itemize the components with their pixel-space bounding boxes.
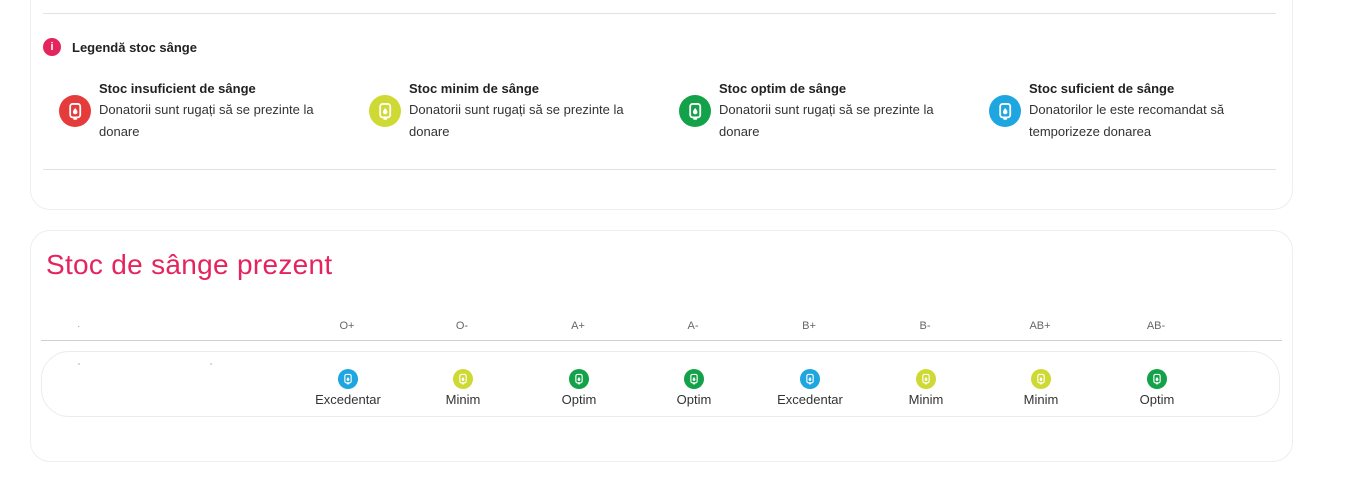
- page-title: Stoc de sânge prezent: [46, 249, 333, 280]
- stock-cell-ab-positive: Minim: [991, 369, 1091, 407]
- status-label: Minim: [445, 392, 481, 407]
- legend-item-description: Donatorii sunt rugați să se prezinte la …: [719, 102, 934, 139]
- divider: [43, 169, 1276, 170]
- table-header-row: · O+ O- A+ A- B+ B- AB+ AB-: [41, 317, 1282, 341]
- status-label: Minim: [1023, 392, 1059, 407]
- column-header-o-positive: O+: [339, 320, 355, 332]
- legend-item-optimal: Stoc optim de sânge Donatorii sunt rugaț…: [679, 80, 989, 143]
- legend-title: Legendă stoc sânge: [72, 39, 197, 55]
- legend-item-sufficient: Stoc suficient de sânge Donatorilor le e…: [989, 80, 1299, 143]
- current-blood-stock-card: Stoc de sânge prezent · O+ O- A+ A- B+ B…: [30, 230, 1293, 462]
- blood-bag-icon: [916, 369, 936, 389]
- stock-cell-b-negative: Minim: [876, 369, 976, 407]
- empty-header-cell: ·: [77, 321, 81, 332]
- legend-item-title: Stoc minim de sânge: [409, 81, 540, 96]
- table-row: Excedentar Minim Optim Optim Excedentar …: [41, 351, 1280, 417]
- blood-bag-icon: [800, 369, 820, 389]
- column-header-a-positive: A+: [571, 320, 585, 332]
- stock-cell-a-negative: Optim: [644, 369, 744, 407]
- status-label: Minim: [908, 392, 944, 407]
- blood-bag-icon: [369, 95, 401, 127]
- column-header-ab-positive: AB+: [1029, 320, 1051, 332]
- stock-cell-b-positive: Excedentar: [760, 369, 860, 407]
- status-label: Optim: [1139, 392, 1175, 407]
- divider: [43, 13, 1276, 14]
- row-marker: [78, 363, 80, 365]
- legend-item-description: Donatorilor le este recomandat să tempor…: [1029, 102, 1225, 139]
- legend-items: Stoc insuficient de sânge Donatorii sunt…: [59, 80, 1299, 143]
- legend-item-title: Stoc insuficient de sânge: [99, 81, 256, 96]
- blood-stock-legend-card: i Legendă stoc sânge Stoc insuficient de…: [30, 0, 1293, 210]
- legend-item-insufficient: Stoc insuficient de sânge Donatorii sunt…: [59, 80, 369, 143]
- stock-cell-o-negative: Minim: [413, 369, 513, 407]
- status-label: Optim: [676, 392, 712, 407]
- legend-header: i Legendă stoc sânge: [43, 38, 197, 56]
- row-marker: [210, 363, 212, 365]
- status-label: Excedentar: [777, 392, 843, 407]
- column-header-b-positive: B+: [802, 320, 816, 332]
- stock-cell-a-positive: Optim: [529, 369, 629, 407]
- column-header-ab-negative: AB-: [1146, 320, 1166, 332]
- column-header-o-negative: O-: [455, 320, 469, 332]
- stock-cell-o-positive: Excedentar: [298, 369, 398, 407]
- blood-bag-icon: [1031, 369, 1051, 389]
- legend-item-description: Donatorii sunt rugați să se prezinte la …: [99, 102, 314, 139]
- legend-item-description: Donatorii sunt rugați să se prezinte la …: [409, 102, 624, 139]
- stock-cell-ab-negative: Optim: [1107, 369, 1207, 407]
- blood-bag-icon: [59, 95, 91, 127]
- column-header-a-negative: A-: [687, 320, 699, 332]
- legend-item-title: Stoc suficient de sânge: [1029, 81, 1175, 96]
- legend-item-minimum: Stoc minim de sânge Donatorii sunt rugaț…: [369, 80, 679, 143]
- blood-bag-icon: [1147, 369, 1167, 389]
- blood-bag-icon: [453, 369, 473, 389]
- blood-bag-icon: [679, 95, 711, 127]
- blood-bag-icon: [569, 369, 589, 389]
- column-header-b-negative: B-: [919, 320, 931, 332]
- status-label: Optim: [561, 392, 597, 407]
- info-icon: i: [43, 38, 61, 56]
- blood-bag-icon: [989, 95, 1021, 127]
- blood-bag-icon: [338, 369, 358, 389]
- blood-bag-icon: [684, 369, 704, 389]
- legend-item-title: Stoc optim de sânge: [719, 81, 847, 96]
- status-label: Excedentar: [315, 392, 381, 407]
